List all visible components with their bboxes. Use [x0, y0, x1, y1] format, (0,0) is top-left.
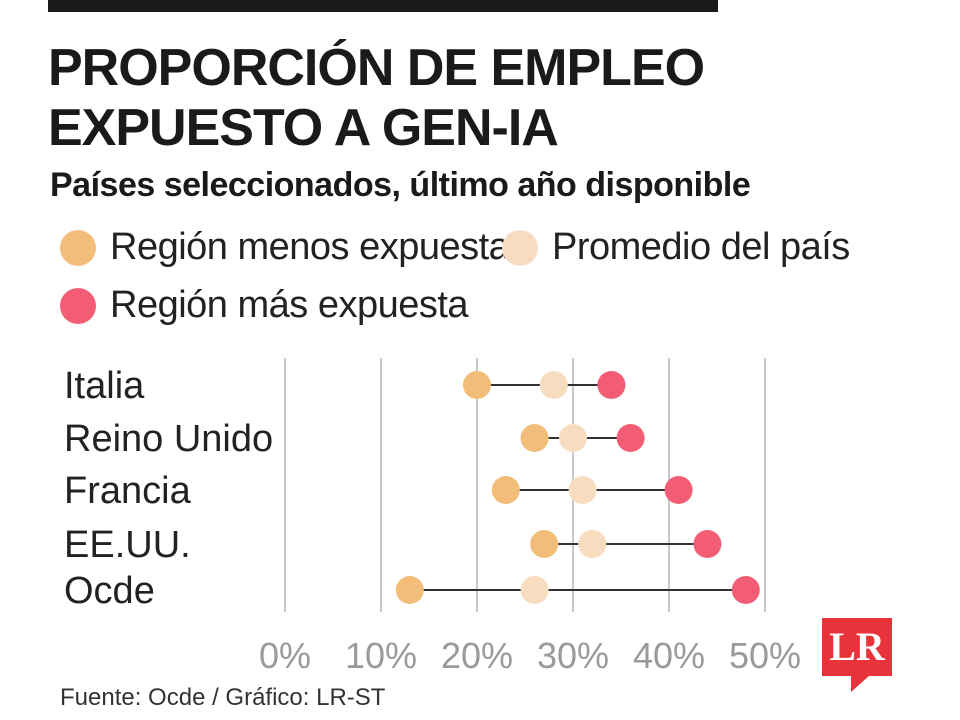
data-point-average	[568, 476, 597, 504]
top-rule	[48, 0, 718, 12]
data-point-average	[578, 530, 607, 558]
data-point-least	[520, 424, 549, 452]
x-tick-label: 20%	[441, 635, 513, 676]
x-tick-label: 30%	[537, 635, 609, 676]
chart-title-line-2: EXPUESTO A GEN-IA	[48, 99, 559, 157]
category-label: Italia	[64, 365, 145, 407]
lr-logo	[822, 618, 892, 676]
x-tick-label: 10%	[345, 635, 417, 676]
data-point-average	[520, 576, 549, 604]
data-point-most	[693, 530, 722, 558]
data-point-least	[530, 530, 559, 558]
data-point-average	[539, 371, 568, 399]
data-point-most	[616, 424, 645, 452]
data-point-least	[395, 576, 424, 604]
source-note: Fuente: Ocde / Gráfico: LR-ST	[60, 684, 386, 711]
category-label: Reino Unido	[64, 418, 273, 460]
lr-logo-tail	[851, 676, 869, 692]
data-point-most	[597, 371, 626, 399]
legend-swatch-least-exposed	[60, 229, 96, 266]
data-point-average	[559, 424, 587, 452]
legend-item-least-exposed: Región menos expuesta	[60, 226, 510, 269]
legend-item-most-exposed: Región más expuesta	[60, 284, 469, 327]
legend-item-average: Promedio del país	[502, 226, 850, 269]
chart-title-line-1: PROPORCIÓN DE EMPLEO	[48, 39, 705, 97]
data-point-least	[463, 371, 491, 399]
x-tick-label: 50%	[729, 635, 801, 676]
category-label: EE.UU.	[64, 524, 191, 566]
data-point-least	[491, 476, 520, 504]
category-label: Francia	[64, 470, 192, 512]
lr-logo-text: LR	[829, 624, 885, 669]
chart-title: PROPORCIÓN DE EMPLEO EXPUESTO A GEN-IA	[48, 38, 705, 158]
legend-label-most-exposed: Región más expuesta	[110, 284, 469, 326]
chart-subtitle: Países seleccionados, último año disponi…	[50, 166, 751, 204]
data-point-most	[731, 576, 760, 604]
legend-swatch-average	[502, 229, 538, 266]
legend-label-least-exposed: Región menos expuesta	[110, 226, 510, 268]
legend-swatch-most-exposed	[60, 287, 96, 324]
legend-label-average: Promedio del país	[552, 226, 850, 268]
x-tick-label: 0%	[259, 635, 311, 676]
category-label: Ocde	[64, 570, 155, 612]
data-point-most	[664, 476, 693, 504]
legend: Región menos expuesta Promedio del país …	[60, 220, 940, 340]
x-tick-label: 40%	[633, 635, 705, 676]
